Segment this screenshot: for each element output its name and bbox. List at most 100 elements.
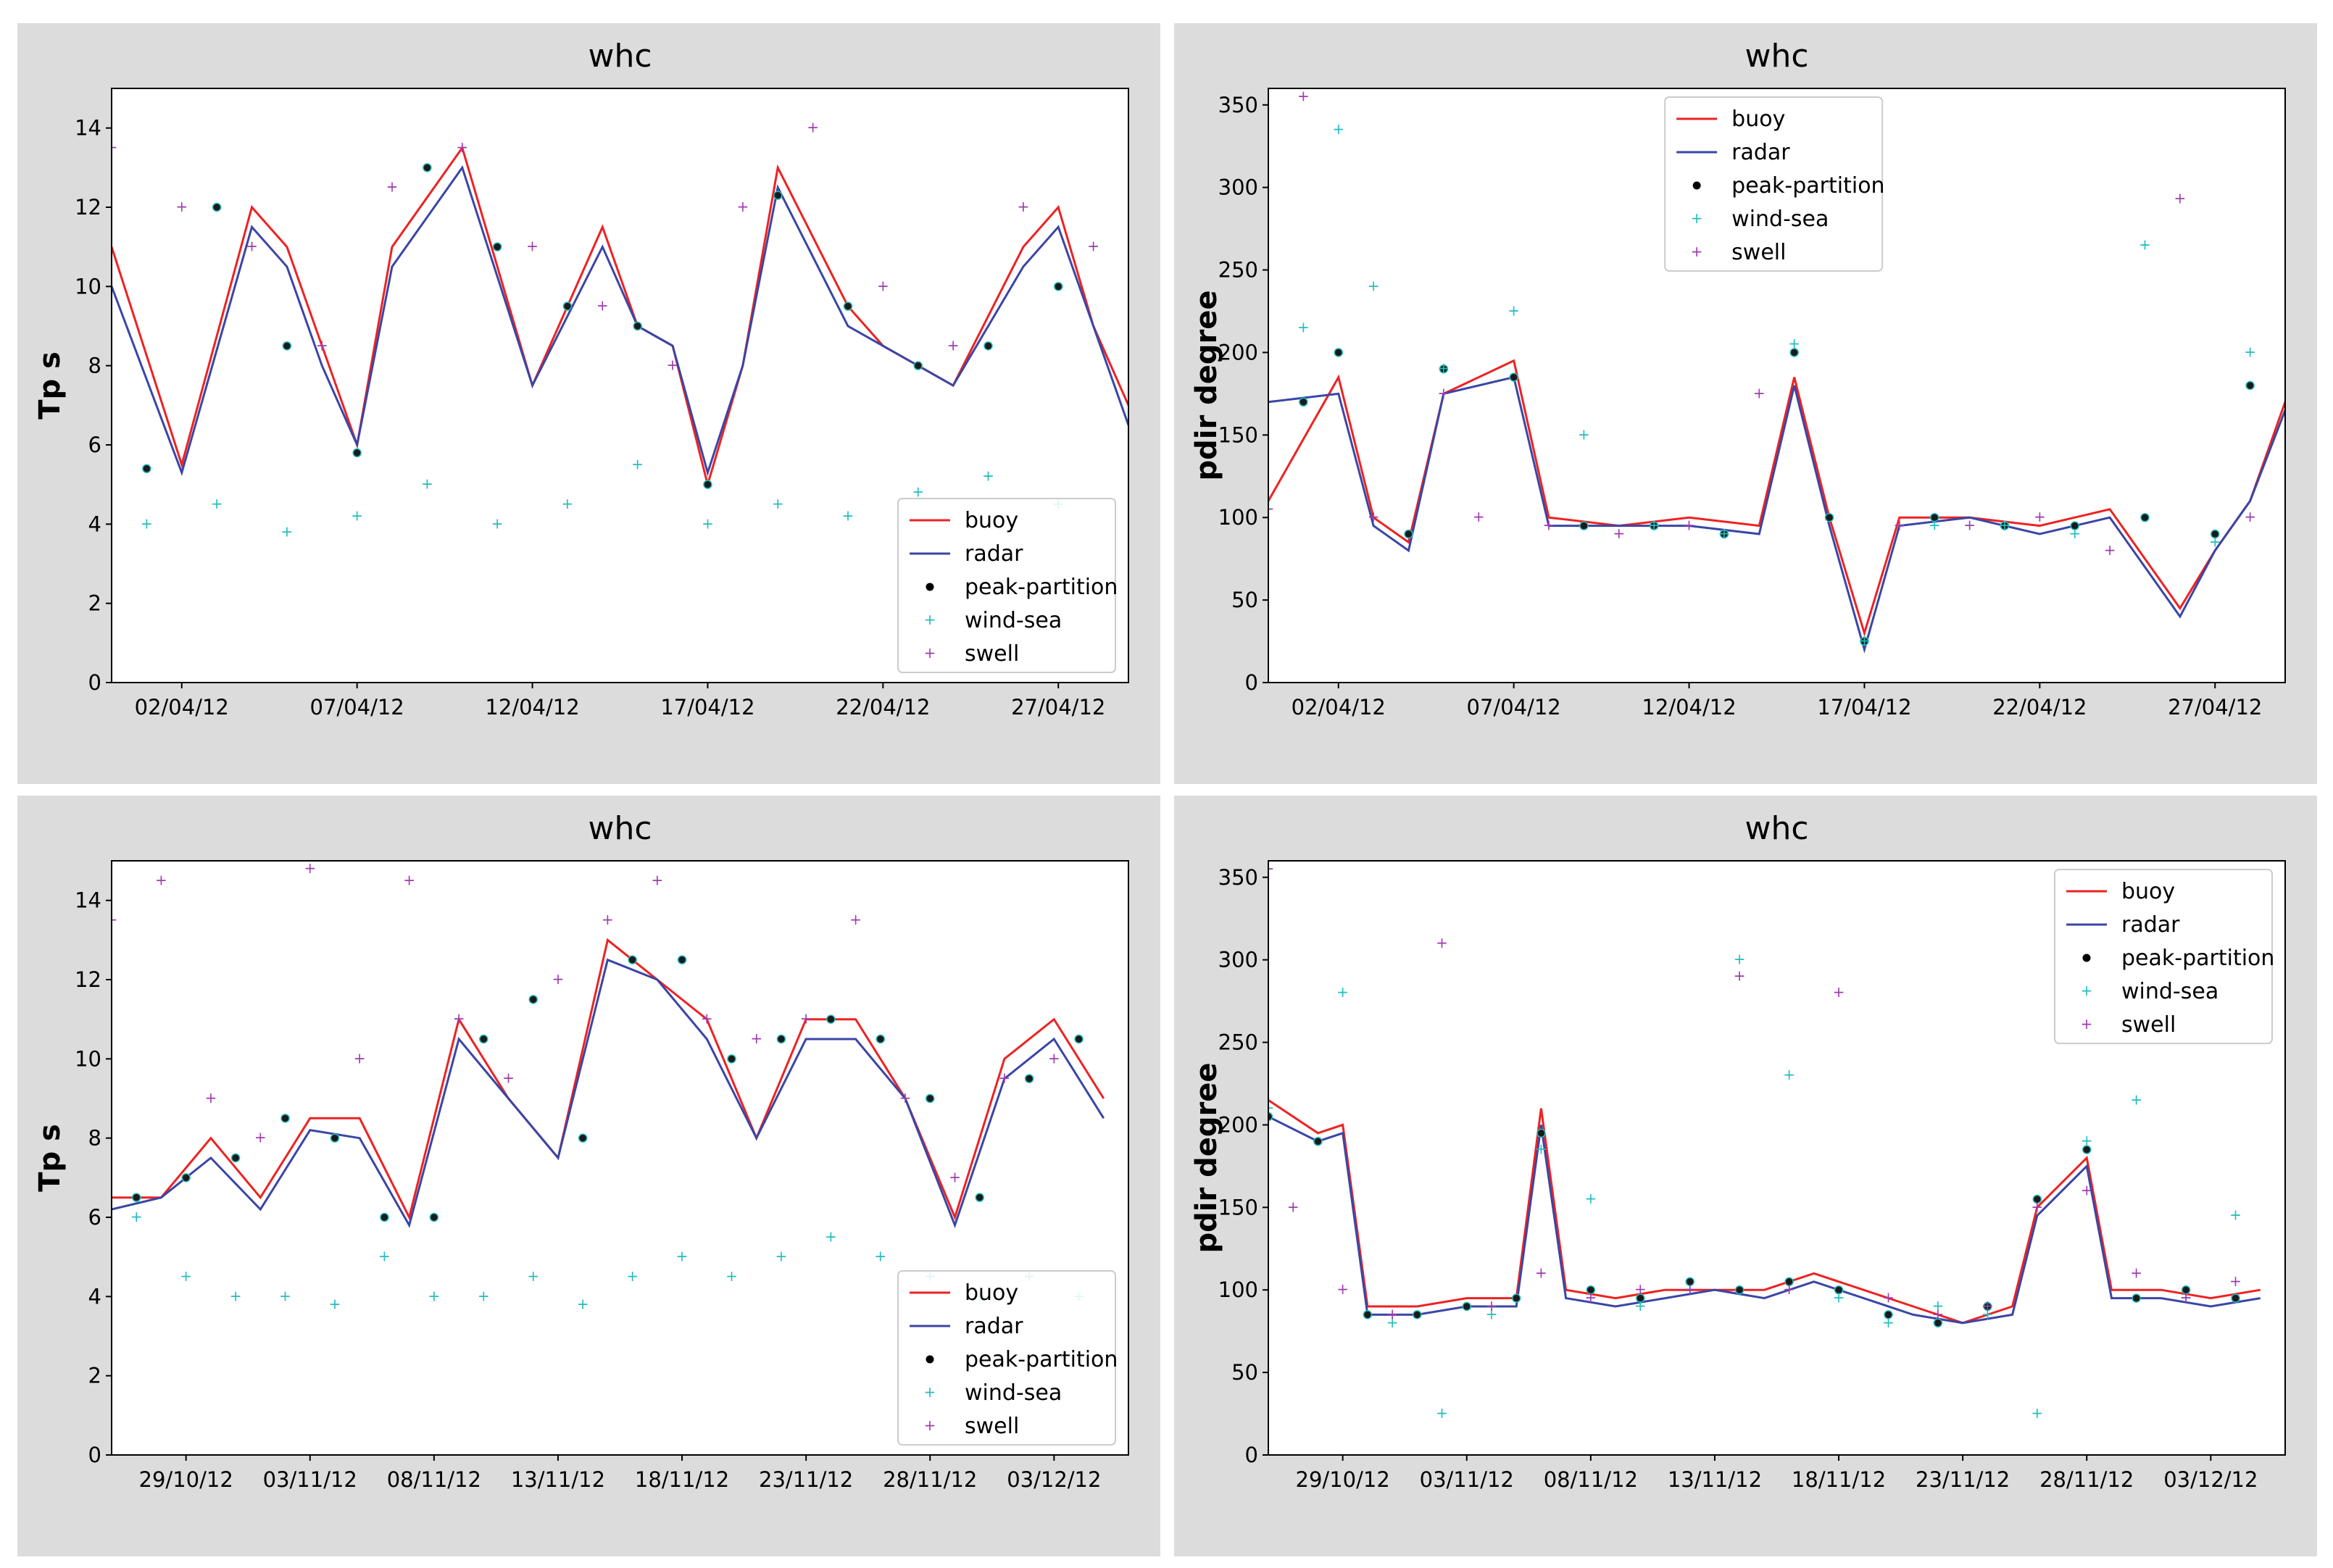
- point-swell: +: [1087, 238, 1099, 255]
- point-wind-sea: +: [281, 522, 294, 540]
- point-peak-partition: [876, 1034, 886, 1044]
- y-tick-label: 250: [1218, 1030, 1258, 1055]
- point-wind-sea: +: [1368, 277, 1380, 294]
- x-tick-label: 12/04/12: [485, 695, 579, 720]
- point-peak-partition: [1933, 1318, 1943, 1328]
- legend-box: [2054, 869, 2273, 1044]
- x-tick-label: 07/04/12: [1467, 695, 1561, 720]
- point-wind-sea: +: [1999, 517, 2011, 534]
- point-peak-partition: [843, 301, 853, 311]
- legend-label-swell: swell: [965, 1414, 1019, 1439]
- point-wind-sea: +: [1929, 517, 1941, 534]
- point-peak-partition: [983, 341, 993, 351]
- legend-label-buoy: buoy: [965, 1280, 1018, 1306]
- point-swell: +: [1048, 1049, 1060, 1067]
- y-tick-label: 350: [1218, 93, 1258, 117]
- x-tick-label: 17/04/12: [660, 695, 754, 720]
- point-peak-partition: [2132, 1293, 2141, 1303]
- legend-label-wind-sea: wind-sea: [1731, 207, 1829, 232]
- y-tick-label: 0: [1245, 1443, 1258, 1467]
- point-peak-partition: [479, 1034, 488, 1044]
- point-peak-partition: [1884, 1310, 1893, 1319]
- point-peak-partition: [1784, 1277, 1794, 1287]
- point-swell: +: [1963, 517, 1976, 534]
- legend-label-buoy: buoy: [2121, 879, 2175, 904]
- legend-swatch-wind-sea: +: [924, 1383, 936, 1401]
- point-swell: +: [736, 198, 749, 215]
- point-swell: +: [1634, 1280, 1647, 1298]
- y-tick-label: 14: [75, 888, 101, 913]
- point-swell: +: [1535, 1264, 1547, 1281]
- point-wind-sea: +: [2180, 1289, 2192, 1306]
- point-peak-partition: [2140, 512, 2150, 522]
- axes-frame: [111, 860, 1129, 1456]
- point-wind-sea: +: [702, 514, 714, 532]
- point-swell: +: [526, 238, 538, 255]
- point-swell: +: [849, 911, 862, 928]
- point-wind-sea: +: [874, 1248, 886, 1265]
- point-wind-sea: +: [130, 1208, 143, 1225]
- point-swell: +: [2104, 541, 2116, 559]
- chart-title: whc: [588, 38, 652, 75]
- point-swell: +: [1753, 384, 1766, 401]
- point-peak-partition: [1824, 512, 1834, 522]
- axes-frame: [1268, 860, 2286, 1456]
- point-swell: +: [386, 178, 399, 196]
- point-wind-sea: +: [2229, 1206, 2242, 1224]
- legend-label-swell: swell: [965, 641, 1019, 667]
- point-swell: +: [651, 871, 663, 888]
- legend-box: [1664, 96, 1884, 272]
- y-tick-label: 10: [75, 274, 101, 299]
- x-tick-label: 07/04/12: [310, 695, 404, 720]
- chart-panel-1: whc Tp s 0 2 4 6 8 10 12 14 02/04/12 07/04/12 12/04/…: [17, 23, 1160, 784]
- point-swell: +: [877, 277, 889, 294]
- chart-title: whc: [1744, 38, 1808, 75]
- point-peak-partition: [1579, 521, 1589, 530]
- point-swell: +: [1368, 508, 1380, 525]
- y-tick-label: 250: [1218, 258, 1258, 283]
- point-peak-partition: [1929, 512, 1939, 522]
- point-swell: +: [2244, 508, 2256, 525]
- point-peak-partition: [2000, 521, 2010, 530]
- x-tick-label: 17/04/12: [1817, 695, 1911, 720]
- chart-svg-1: whc Tp s 0 2 4 6 8 10 12 14 02/04/12 07/04/12 12/04/…: [33, 38, 1129, 720]
- point-swell: +: [750, 1030, 762, 1047]
- x-tick-label: 23/11/12: [759, 1467, 853, 1492]
- x-tick-label: 27/04/12: [2168, 695, 2262, 720]
- point-swell: +: [1932, 1305, 1945, 1322]
- legend-label-wind-sea: wind-sea: [2121, 979, 2218, 1004]
- y-tick-label: 100: [1218, 505, 1258, 530]
- point-peak-partition: [429, 1212, 439, 1222]
- legend-label-wind-sea: wind-sea: [965, 608, 1062, 633]
- x-tick-label: 03/12/12: [1007, 1467, 1101, 1492]
- point-swell: +: [1584, 1289, 1597, 1306]
- legend-swatch-peak-partition: [926, 583, 934, 591]
- point-wind-sea: +: [1858, 632, 1871, 649]
- point-peak-partition: [1834, 1285, 1844, 1295]
- x-tick-label: 13/11/12: [511, 1467, 605, 1492]
- y-tick-label: 6: [88, 1205, 101, 1230]
- point-peak-partition: [1983, 1301, 1992, 1311]
- y-tick-label: 10: [75, 1046, 101, 1071]
- point-swell: +: [2031, 1198, 2043, 1215]
- x-tick-label: 13/11/12: [1668, 1467, 1762, 1492]
- point-peak-partition: [181, 1173, 191, 1183]
- y-axis-label: pdir degree: [1190, 290, 1223, 480]
- point-swell: +: [2229, 1272, 2242, 1290]
- point-peak-partition: [330, 1133, 340, 1143]
- x-tick-label: 22/04/12: [836, 695, 930, 720]
- point-wind-sea: +: [230, 1287, 242, 1304]
- legend-box: [897, 1270, 1116, 1446]
- point-peak-partition: [2231, 1293, 2240, 1303]
- y-tick-label: 4: [88, 1284, 101, 1309]
- point-wind-sea: +: [1386, 1314, 1399, 1331]
- point-swell: +: [2130, 1264, 2142, 1281]
- point-swell: +: [1263, 500, 1275, 517]
- x-tick-label: 28/11/12: [2039, 1467, 2134, 1492]
- point-swell: +: [316, 336, 328, 354]
- point-peak-partition: [1299, 397, 1308, 407]
- point-wind-sea: +: [378, 1248, 391, 1265]
- point-swell: +: [155, 871, 167, 888]
- x-tick-label: 22/04/12: [1992, 695, 2087, 720]
- point-peak-partition: [1509, 372, 1518, 382]
